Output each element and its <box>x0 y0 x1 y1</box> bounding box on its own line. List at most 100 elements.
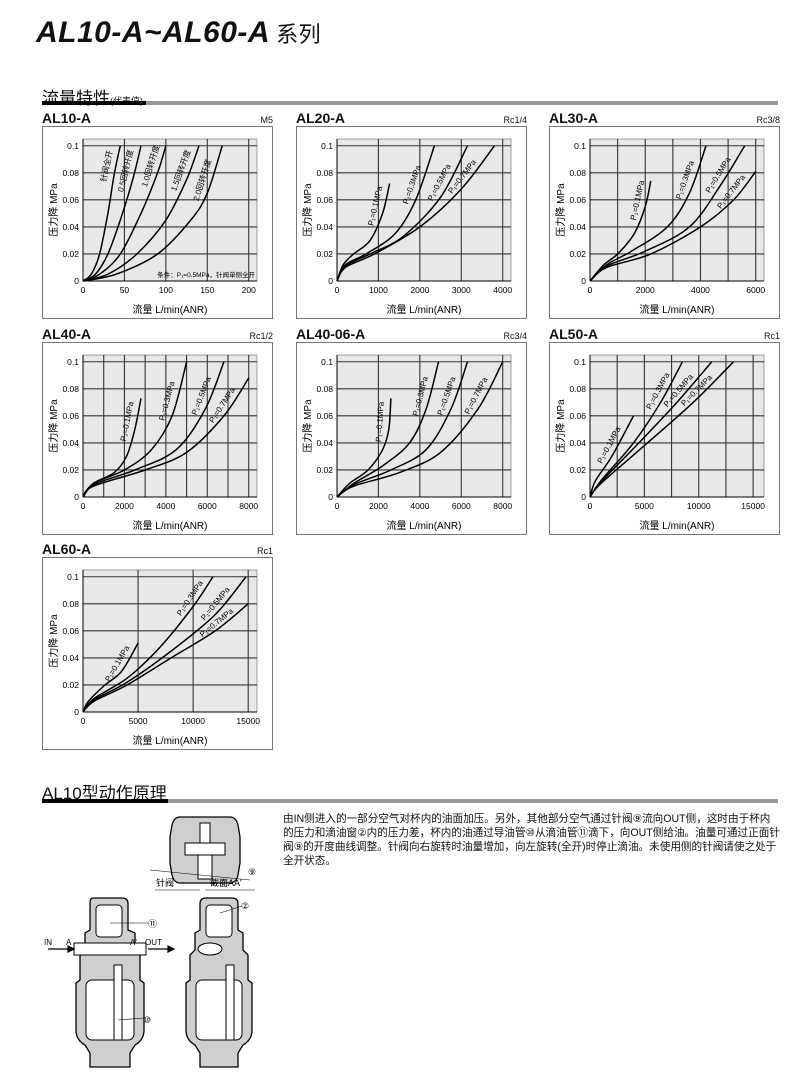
y-tick-label: 0.04 <box>62 438 79 448</box>
x-tick-label: 0 <box>588 285 593 295</box>
y-tick-label: 0 <box>74 276 79 286</box>
heading-bar-light <box>168 799 778 803</box>
x-tick-label: 100 <box>159 285 173 295</box>
y-axis-label: 压力降 MPa <box>554 183 567 237</box>
out-label: OUT <box>145 938 162 947</box>
y-tick-label: 0 <box>74 707 79 717</box>
x-tick-label: 4000 <box>410 501 429 511</box>
x-tick-label: 2000 <box>369 501 388 511</box>
port-size: M5 <box>260 115 273 125</box>
heading-bar-dark <box>42 799 168 803</box>
y-tick-label: 0.06 <box>569 195 586 205</box>
operating-principle-heading: AL10型动作原理 <box>42 779 167 804</box>
x-tick-label: 8000 <box>239 501 258 511</box>
y-tick-label: 0 <box>74 492 79 502</box>
chart-title: AL40-A <box>42 326 92 342</box>
y-tick-label: 0.1 <box>574 357 586 367</box>
plot-area <box>336 354 512 498</box>
y-axis-label: 压力降 MPa <box>301 183 314 237</box>
chart-al30: 0 2000 4000 6000 0 0.02 0.04 0.06 0.08 0.1 流量 L/mi… <box>549 126 780 319</box>
x-tick-label: 0 <box>335 285 340 295</box>
y-tick-label: 0.1 <box>321 357 333 367</box>
y-tick-label: 0.08 <box>62 384 79 394</box>
y-tick-label: 0.02 <box>62 680 79 690</box>
y-tick-label: 0.02 <box>569 249 586 259</box>
x-tick-label: 5000 <box>635 501 654 511</box>
x-tick-label: 6000 <box>746 285 765 295</box>
chart-title: AL50-A <box>549 326 599 342</box>
chart-svg: 0 1000 2000 3000 4000 0 0.02 0.04 0.06 0.08 0.1 流量 … <box>301 138 512 316</box>
port-size: Rc1 <box>763 331 780 341</box>
port-opening <box>197 942 223 956</box>
x-tick-label: 10000 <box>687 501 711 511</box>
page-title: AL10-A~AL60-A 系列 <box>36 16 321 50</box>
y-tick-label: 0.1 <box>574 141 586 151</box>
y-tick-label: 0.08 <box>316 168 333 178</box>
series-curve <box>82 377 250 498</box>
y-tick-label: 0.1 <box>321 141 333 151</box>
chart-al10: 0 50 100 150 200 0 0.02 0.04 0.06 0.08 0.1 流量 L/min… <box>42 126 273 319</box>
out-arrow-icon <box>167 945 176 953</box>
chart-svg: 0 5000 10000 15000 0 0.02 0.04 0.06 0.08 0.1 流量 L/… <box>47 569 260 747</box>
y-tick-label: 0 <box>328 492 333 502</box>
y-tick-label: 0.1 <box>67 141 79 151</box>
y-tick-label: 0 <box>328 276 333 286</box>
series-curve <box>82 603 249 713</box>
y-axis-label: 压力降 MPa <box>47 183 60 237</box>
series-curve <box>82 145 223 282</box>
x-tick-label: 4000 <box>493 285 512 295</box>
port-size: Rc1/4 <box>503 115 527 125</box>
x-axis-label: 流量 L/min(ANR) <box>639 519 714 532</box>
chart-title: AL10-A <box>42 110 92 126</box>
plot-area <box>589 354 765 498</box>
bowl-right <box>195 979 243 1041</box>
series-curve <box>82 642 139 713</box>
lubricator-cross-section-diagram: 针阀 截面AA' ⑨ ⑪ ② ⑩ IN A A' OUT <box>44 816 256 1068</box>
series-curve <box>82 576 247 713</box>
x-tick-label: 4000 <box>156 501 175 511</box>
x-tick-label: 8000 <box>493 501 512 511</box>
x-tick-label: 200 <box>242 285 256 295</box>
y-tick-label: 0.04 <box>62 222 79 232</box>
y-tick-label: 0.06 <box>62 411 79 421</box>
needle-valve <box>197 854 213 880</box>
port-size: Rc3/4 <box>503 331 527 341</box>
y-tick-label: 0.1 <box>67 572 79 582</box>
series-curve <box>589 361 735 498</box>
x-tick-label: 0 <box>81 501 86 511</box>
x-tick-label: 0 <box>335 501 340 511</box>
x-tick-label: 15000 <box>741 501 765 511</box>
in-arrow-icon <box>67 945 76 953</box>
section-title: AL10型动作原理 <box>42 784 167 803</box>
series-curve <box>82 361 225 498</box>
series-curve <box>336 145 495 282</box>
series-curve <box>336 398 392 498</box>
x-tick-label: 2000 <box>410 285 429 295</box>
y-tick-label: 0.1 <box>67 357 79 367</box>
y-tick-label: 0.08 <box>569 168 586 178</box>
drip-window-right <box>205 904 233 938</box>
x-tick-label: 0 <box>81 285 86 295</box>
x-tick-label: 1000 <box>369 285 388 295</box>
callout-11: ⑪ <box>148 919 157 929</box>
y-tick-label: 0.04 <box>62 653 79 663</box>
y-tick-label: 0.04 <box>569 438 586 448</box>
section-title: 流量特性 <box>42 89 110 108</box>
y-axis-label: 压力降 MPa <box>554 399 567 453</box>
chart-al50: 0 5000 10000 15000 0 0.02 0.04 0.06 0.08 0.1 流量 L/… <box>549 342 780 535</box>
x-axis-label: 流量 L/min(ANR) <box>386 519 461 532</box>
y-tick-label: 0.02 <box>569 465 586 475</box>
series-curve <box>336 361 440 498</box>
series-label: P₁=0.1MPa <box>374 401 386 442</box>
x-tick-label: 150 <box>200 285 214 295</box>
chart-al60: 0 5000 10000 15000 0 0.02 0.04 0.06 0.08 0.1 流量 L/… <box>42 557 273 750</box>
x-tick-label: 0 <box>588 501 593 511</box>
x-axis-label: 流量 L/min(ANR) <box>386 303 461 316</box>
chart-svg: 0 2000 4000 6000 8000 0 0.02 0.04 0.06 0.08 0.1 流量 … <box>301 354 512 532</box>
chart-title: AL20-A <box>296 110 346 126</box>
x-axis-label: 流量 L/min(ANR) <box>639 303 714 316</box>
x-axis-label: 流量 L/min(ANR) <box>132 519 207 532</box>
series-curve <box>82 145 142 282</box>
drip-window-left <box>95 904 123 938</box>
